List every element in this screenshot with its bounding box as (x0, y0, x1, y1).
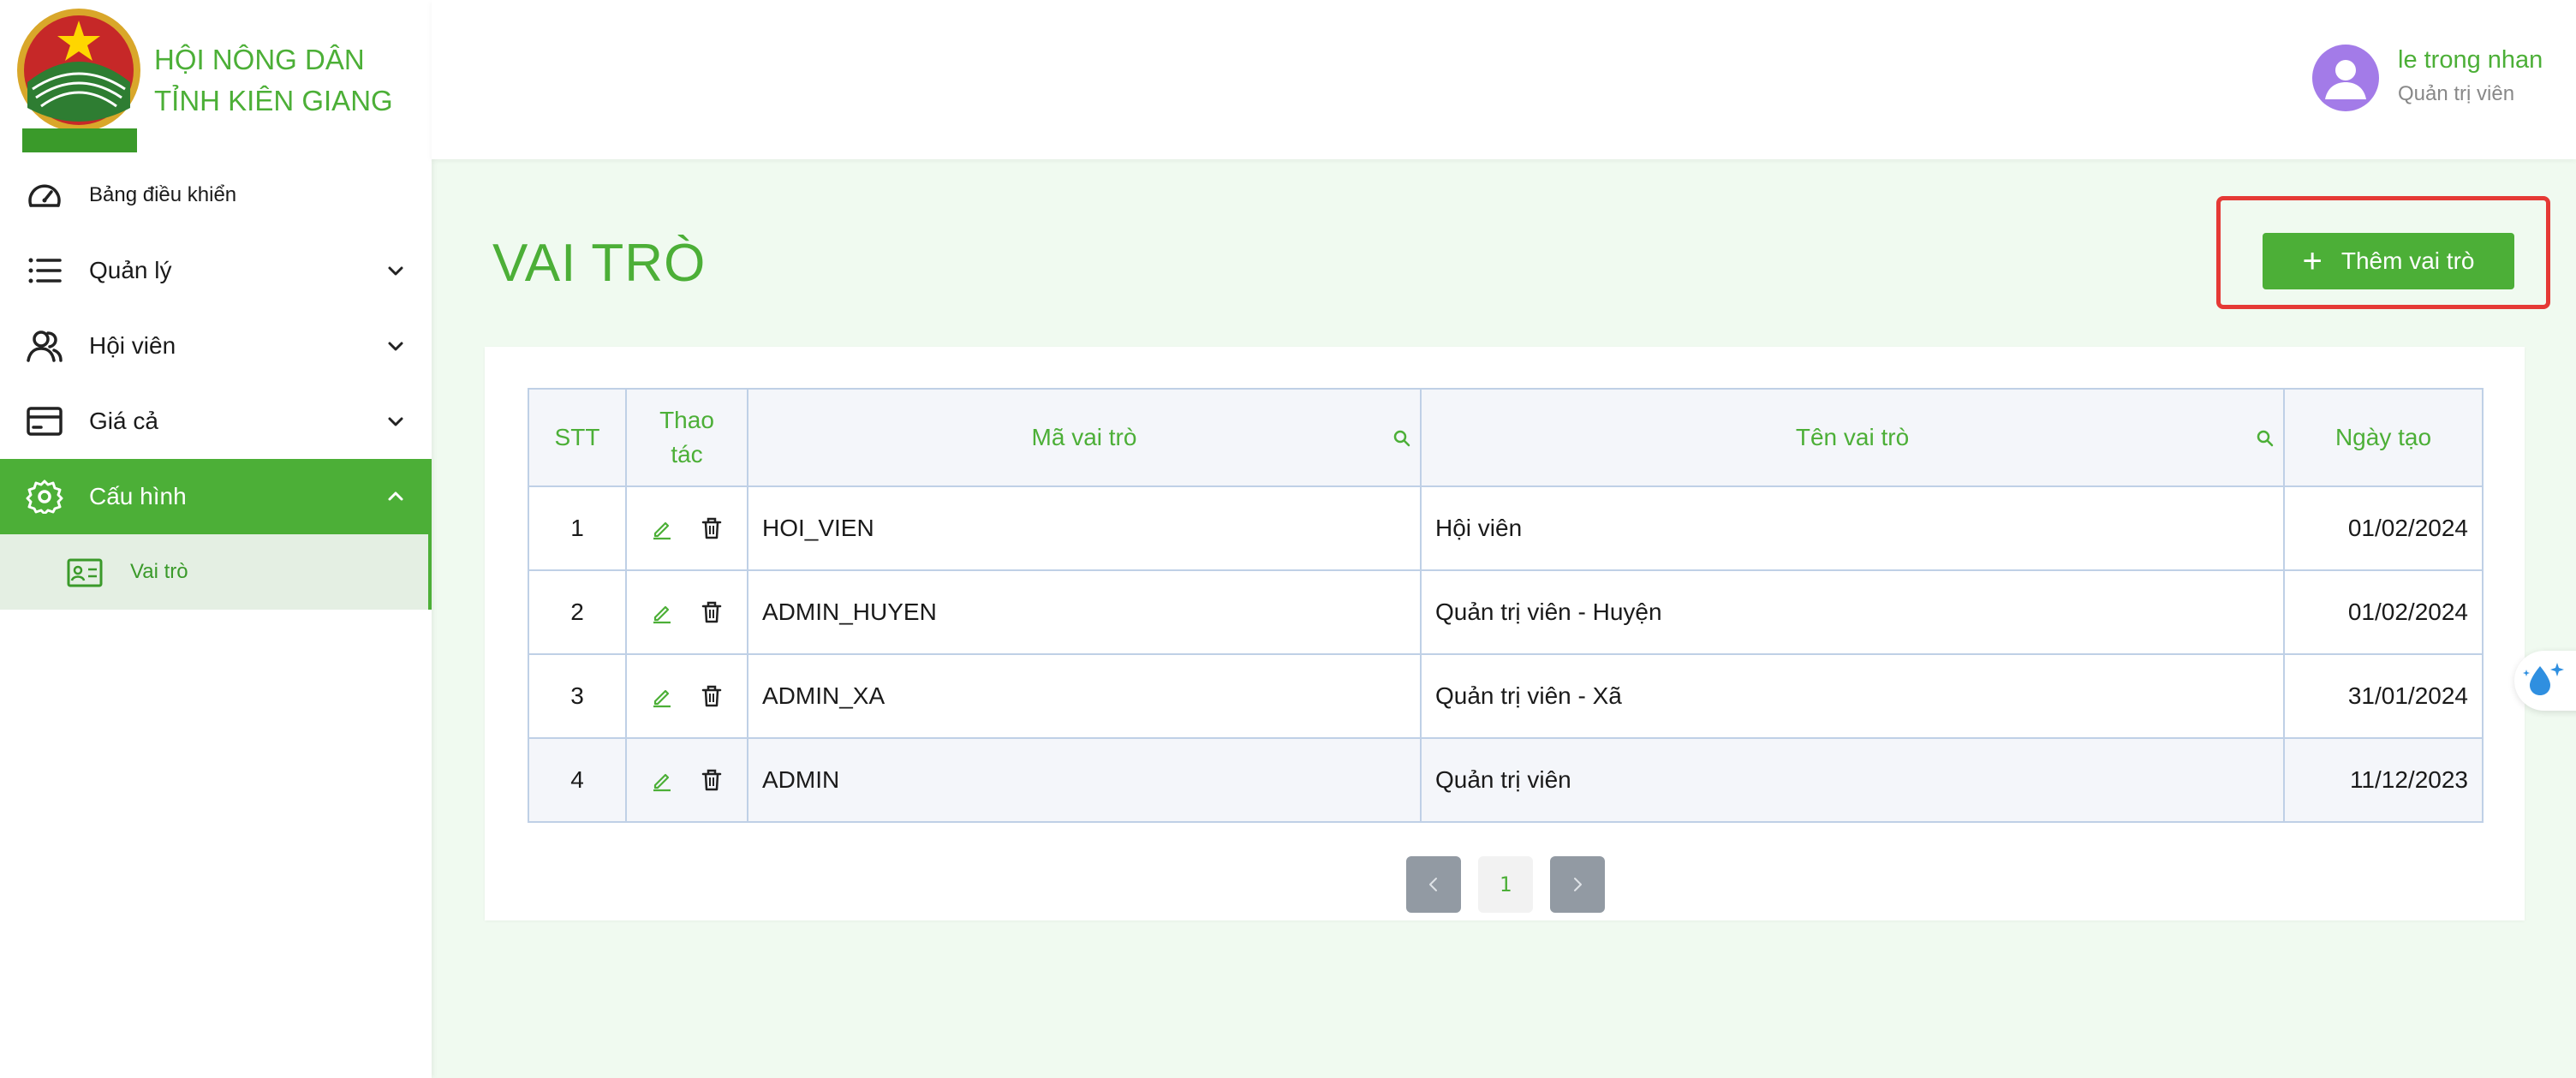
add-role-button[interactable]: + Thêm vai trò (2263, 233, 2514, 289)
cell-role-name: Quản trị viên - Xã (1420, 653, 2285, 739)
sidebar-subitem-label: Vai trò (130, 560, 188, 583)
edit-pencil-icon[interactable] (650, 684, 674, 708)
column-header-stt: STT (528, 388, 627, 487)
roles-table-card: STT Thao tác Mã vai trò Tên vai trò (485, 347, 2525, 920)
sidebar-item-label: Quản lý (89, 257, 172, 283)
add-role-button-label: Thêm vai trò (2340, 247, 2475, 274)
chevron-up-icon (388, 491, 403, 501)
search-icon[interactable] (2256, 429, 2275, 448)
cell-actions (625, 485, 748, 571)
sidebar-item-label: Hội viên (89, 332, 176, 359)
next-page-button[interactable] (1550, 856, 1605, 913)
column-header-actions: Thao tác (625, 388, 748, 487)
cell-created-date: 01/02/2024 (2283, 485, 2484, 571)
floating-theme-widget[interactable] (2514, 651, 2576, 711)
sidebar: HỘI NÔNG DÂN TỈNH KIÊN GIANG Bảng điều k… (0, 0, 432, 1078)
highlight-annotation-box (2216, 196, 2550, 309)
chevron-right-icon (1574, 878, 1582, 891)
column-header-role-name: Tên vai trò (1420, 388, 2285, 487)
user-name[interactable]: le trong nhan (2398, 46, 2543, 74)
chevron-left-icon (1429, 878, 1437, 891)
sidebar-subitem-roles[interactable]: Vai trò (0, 534, 432, 610)
brand[interactable]: HỘI NÔNG DÂN TỈNH KIÊN GIANG (15, 7, 426, 154)
list-icon (28, 258, 62, 283)
sidebar-item-label: Bảng điều khiển (89, 183, 237, 206)
cell-role-code: HOI_VIEN (747, 485, 1422, 571)
cell-role-code: ADMIN (747, 737, 1422, 823)
roles-table: STT Thao tác Mã vai trò Tên vai trò (528, 388, 2484, 823)
sidebar-item-management[interactable]: Quản lý (0, 233, 432, 308)
sidebar-item-dashboard[interactable]: Bảng điều khiển (0, 158, 432, 233)
logo-emblem (17, 9, 140, 152)
delete-trash-icon[interactable] (700, 600, 724, 624)
chevron-down-icon (388, 342, 403, 351)
cell-stt: 4 (528, 737, 627, 823)
table-header-row: STT Thao tác Mã vai trò Tên vai trò (528, 388, 2484, 487)
avatar[interactable] (2312, 45, 2379, 111)
cell-actions (625, 653, 748, 739)
cell-role-name: Hội viên (1420, 485, 2285, 571)
search-icon[interactable] (1392, 429, 1411, 448)
sidebar-item-members[interactable]: Hội viên (0, 308, 432, 384)
cell-created-date: 01/02/2024 (2283, 569, 2484, 655)
sidebar-item-label: Cấu hình (89, 483, 187, 509)
table-row: 1 (528, 485, 2484, 571)
water-drop-sparkle-icon (2523, 663, 2564, 695)
cell-role-name: Quản trị viên (1420, 737, 2285, 823)
user-avatar-icon (2325, 60, 2366, 99)
column-header-label: Tên vai trò (1795, 424, 1910, 450)
page-title: VAI TRÒ (492, 234, 707, 293)
chevron-down-icon (388, 417, 403, 426)
cell-role-code: ADMIN_HUYEN (747, 569, 1422, 655)
cell-stt: 2 (528, 569, 627, 655)
sidebar-item-label: Giá cả (89, 408, 158, 434)
brand-name: HỘI NÔNG DÂN TỈNH KIÊN GIANG (154, 44, 393, 116)
column-header-actions-label: Thao tác (659, 407, 714, 468)
chevron-down-icon (388, 266, 403, 276)
cell-role-name: Quản trị viên - Huyện (1420, 569, 2285, 655)
cell-stt: 1 (528, 485, 627, 571)
edit-pencil-icon[interactable] (650, 516, 674, 540)
delete-trash-icon[interactable] (700, 684, 724, 708)
id-card-icon (67, 558, 103, 587)
cell-created-date: 11/12/2023 (2283, 737, 2484, 823)
column-header-created-date: Ngày tạo (2283, 388, 2484, 487)
pagination: 1 (1406, 856, 1605, 913)
table-row: 4 (528, 737, 2484, 823)
dashboard-gauge-icon (28, 184, 61, 207)
top-header (432, 0, 2576, 159)
delete-trash-icon[interactable] (700, 768, 724, 792)
prev-page-button[interactable] (1406, 856, 1461, 913)
gear-icon (26, 479, 63, 514)
column-header-role-code: Mã vai trò (747, 388, 1422, 487)
sidebar-item-prices[interactable]: Giá cả (0, 384, 432, 459)
cell-role-code: ADMIN_XA (747, 653, 1422, 739)
user-role: Quản trị viên (2398, 82, 2515, 105)
plus-icon: + (2302, 242, 2323, 280)
sidebar-item-config[interactable]: Cấu hình (0, 459, 432, 534)
edit-pencil-icon[interactable] (650, 768, 674, 792)
sidebar-menu: Bảng điều khiển Quản lý Hội viên (0, 158, 432, 610)
members-icon (27, 331, 63, 362)
table-row: 2 (528, 569, 2484, 655)
cell-actions (625, 569, 748, 655)
cell-created-date: 31/01/2024 (2283, 653, 2484, 739)
cell-stt: 3 (528, 653, 627, 739)
cell-actions (625, 737, 748, 823)
column-header-label: Mã vai trò (1031, 424, 1137, 450)
edit-pencil-icon[interactable] (650, 600, 674, 624)
card-icon (27, 407, 63, 436)
table-row: 3 (528, 653, 2484, 739)
delete-trash-icon[interactable] (700, 516, 724, 540)
page-number[interactable]: 1 (1478, 856, 1533, 913)
